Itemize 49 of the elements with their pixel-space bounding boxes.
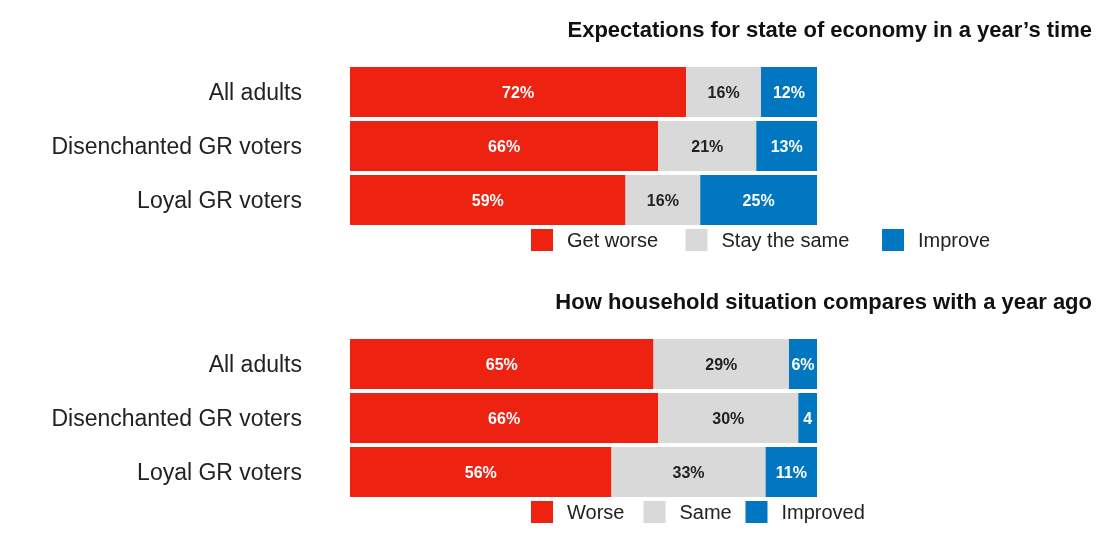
legend-label: Worse [567, 501, 625, 523]
legend-label: Same [679, 501, 732, 523]
data-label: 30% [712, 409, 745, 427]
chart-title: How household situation compares with a year ago [555, 289, 1092, 314]
bar [350, 447, 612, 497]
data-label: 21% [691, 137, 724, 155]
bar [350, 339, 654, 389]
data-label: 12% [772, 83, 805, 101]
y-tick-label: All adults [208, 351, 302, 378]
data-label: 6% [791, 355, 815, 373]
data-label: 66% [488, 409, 521, 427]
bar [686, 67, 761, 117]
data-label: 4 [803, 409, 813, 427]
data-label: 33% [672, 463, 705, 481]
data-label: 65% [485, 355, 518, 373]
bar [760, 67, 817, 117]
bar [798, 393, 817, 443]
y-tick-label: Disenchanted GR voters [51, 405, 302, 432]
chart-title: Expectations for state of economy in a year’s time [567, 17, 1092, 42]
y-tick-label: All adults [208, 79, 302, 106]
y-tick-label: Loyal GR voters [137, 187, 302, 214]
bar [350, 175, 626, 225]
bar [350, 121, 659, 171]
data-label: 29% [705, 355, 738, 373]
data-label: 59% [471, 191, 504, 209]
y-tick-label: Disenchanted GR voters [51, 133, 302, 160]
legend-label: Get worse [567, 229, 659, 251]
bar [625, 175, 701, 225]
bar [700, 175, 817, 225]
data-label: 56% [464, 463, 497, 481]
data-label: 25% [742, 191, 775, 209]
bar [765, 447, 817, 497]
bar [658, 121, 757, 171]
data-label: 16% [707, 83, 740, 101]
data-label: 66% [488, 137, 521, 155]
bar [350, 67, 687, 117]
y-tick-label: Loyal GR voters [137, 459, 302, 486]
data-label: 13% [770, 137, 803, 155]
data-label: 16% [646, 191, 679, 209]
bar [611, 447, 766, 497]
legend-label: Improve [918, 229, 991, 251]
data-label: 72% [502, 83, 535, 101]
bar [350, 393, 659, 443]
legend-label: Stay the same [721, 229, 850, 251]
bar [658, 393, 799, 443]
bar [653, 339, 789, 389]
bar [756, 121, 817, 171]
legend-label: Improved [781, 501, 865, 523]
data-label: 11% [775, 463, 807, 481]
